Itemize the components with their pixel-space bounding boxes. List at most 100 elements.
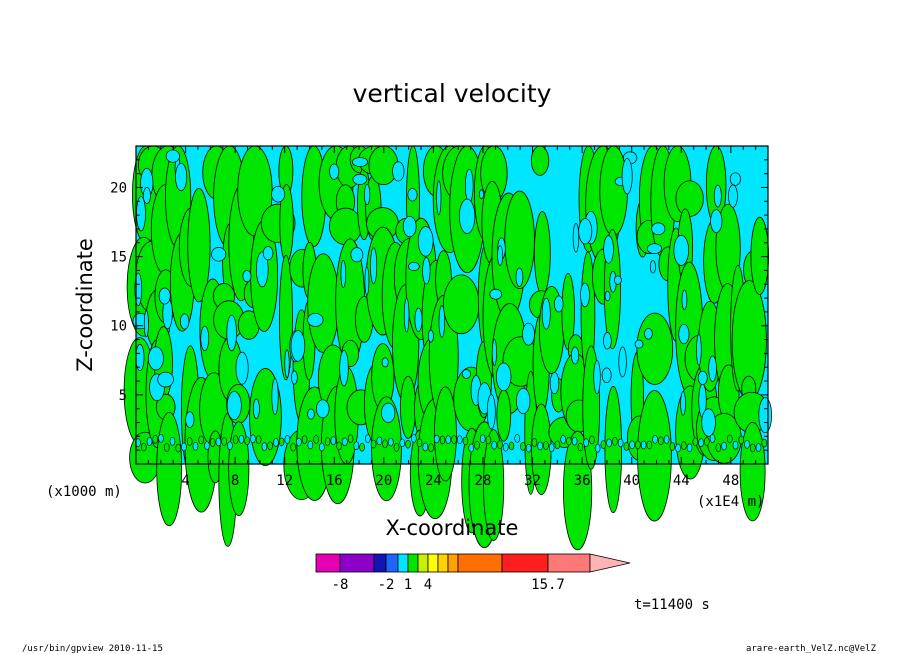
velocity-contour-negative <box>271 378 279 415</box>
velocity-contour-positive <box>400 375 417 439</box>
surface-cell <box>324 437 331 446</box>
surface-cell <box>640 440 647 450</box>
surface-cell <box>462 436 469 446</box>
velocity-contour-negative <box>352 157 369 167</box>
velocity-contour-negative <box>235 351 249 385</box>
velocity-contour-negative <box>621 158 633 195</box>
surface-cell <box>738 435 745 445</box>
surface-cell <box>571 436 578 446</box>
surface-cell <box>422 442 429 452</box>
velocity-contour-negative <box>381 402 396 423</box>
y-tick-label: 10 <box>110 319 127 335</box>
velocity-contour-positive <box>530 145 550 176</box>
velocity-contour-positive <box>307 253 340 353</box>
surface-cell <box>468 443 475 453</box>
x-tick-label: 16 <box>326 473 343 489</box>
velocity-contour-negative <box>522 322 535 346</box>
surface-cell <box>215 437 222 447</box>
velocity-contour-negative <box>646 243 663 254</box>
surface-cell <box>330 436 337 446</box>
velocity-contour-negative <box>417 226 434 257</box>
colorbar-bin <box>315 553 341 573</box>
velocity-contour-negative <box>364 184 371 206</box>
velocity-contour-negative <box>370 247 378 285</box>
surface-cell <box>319 442 325 452</box>
surface-cell <box>405 439 411 449</box>
velocity-contour-positive <box>187 187 211 303</box>
velocity-contour-negative <box>407 188 418 202</box>
y-axis-label: Z-coordinate <box>73 238 97 372</box>
surface-cell <box>163 443 170 452</box>
x-tick-label: 36 <box>574 473 591 489</box>
plot-frame <box>135 145 769 465</box>
velocity-contour-negative <box>403 297 410 333</box>
velocity-contour-negative <box>307 312 324 327</box>
velocity-contour-negative <box>438 305 446 338</box>
surface-cell <box>347 434 354 444</box>
colorbar-label: 1 <box>404 577 412 593</box>
surface-cell <box>198 435 204 445</box>
surface-cell <box>658 436 664 446</box>
velocity-contour-negative <box>572 223 580 253</box>
colorbar-bin <box>447 553 459 573</box>
surface-cell <box>227 441 233 451</box>
velocity-contour-negative <box>226 391 242 421</box>
x-axis-label: X-coordinate <box>386 516 519 540</box>
surface-cell <box>623 442 630 451</box>
velocity-contour-negative <box>758 397 772 434</box>
surface-cell <box>359 442 365 452</box>
surface-cell <box>663 435 670 444</box>
velocity-contour-negative <box>175 162 188 192</box>
surface-cell <box>617 438 624 448</box>
velocity-contour-negative <box>252 398 260 419</box>
colorbar: -8 -2 1 4 15.7 <box>315 553 631 593</box>
surface-cell <box>744 439 750 449</box>
velocity-contour-negative <box>408 261 420 271</box>
surface-cell <box>255 435 262 444</box>
surface-cell <box>525 443 532 453</box>
velocity-contour-positive <box>563 430 593 551</box>
x-unit-right: (x1E4 m) <box>697 494 764 510</box>
surface-cell <box>686 443 693 453</box>
velocity-contour-negative <box>489 288 502 300</box>
velocity-contour-negative <box>701 408 716 437</box>
near-surface-band <box>135 433 768 453</box>
surface-cell <box>399 438 406 448</box>
surface-cell <box>428 443 434 453</box>
velocity-contour-negative <box>226 314 237 352</box>
velocity-contour-negative <box>436 180 442 216</box>
surface-cell <box>577 442 584 452</box>
velocity-contour-negative <box>262 246 274 261</box>
surface-cell <box>393 442 400 452</box>
surface-cell <box>497 440 503 449</box>
velocity-contour-negative <box>364 266 370 296</box>
surface-cell <box>181 442 187 452</box>
velocity-contour-positive <box>636 312 674 385</box>
surface-cell <box>514 434 521 443</box>
x-tick-label: 20 <box>375 473 392 489</box>
x-tick-label: 8 <box>231 473 239 489</box>
velocity-contour-positive <box>371 396 402 502</box>
velocity-contour-negative <box>673 234 689 266</box>
surface-cell <box>566 436 572 446</box>
colorbar-bin <box>501 553 549 573</box>
velocity-contour-negative <box>681 289 688 310</box>
colorbar-bin <box>457 553 503 573</box>
colorbar-bin <box>397 553 409 573</box>
velocity-contour-negative <box>271 185 286 203</box>
colorbar-labels: -8 -2 1 4 15.7 <box>332 577 565 593</box>
surface-cell <box>186 437 193 446</box>
velocity-contour-positive <box>328 207 363 246</box>
velocity-contour-negative <box>495 362 512 392</box>
surface-cell <box>629 440 635 450</box>
velocity-contour-negative <box>427 329 434 343</box>
velocity-contour-negative <box>729 172 741 186</box>
velocity-contour-positive <box>604 386 623 514</box>
velocity-contour-negative <box>256 251 269 288</box>
velocity-contour-negative <box>143 310 149 338</box>
footer-left: /usr/bin/gpview 2010-11-15 <box>22 644 163 654</box>
velocity-contour-positive <box>156 411 183 527</box>
surface-cell <box>370 439 377 449</box>
surface-cell <box>755 443 762 452</box>
y-axis-ticks: 5 10 15 20 <box>110 159 768 451</box>
